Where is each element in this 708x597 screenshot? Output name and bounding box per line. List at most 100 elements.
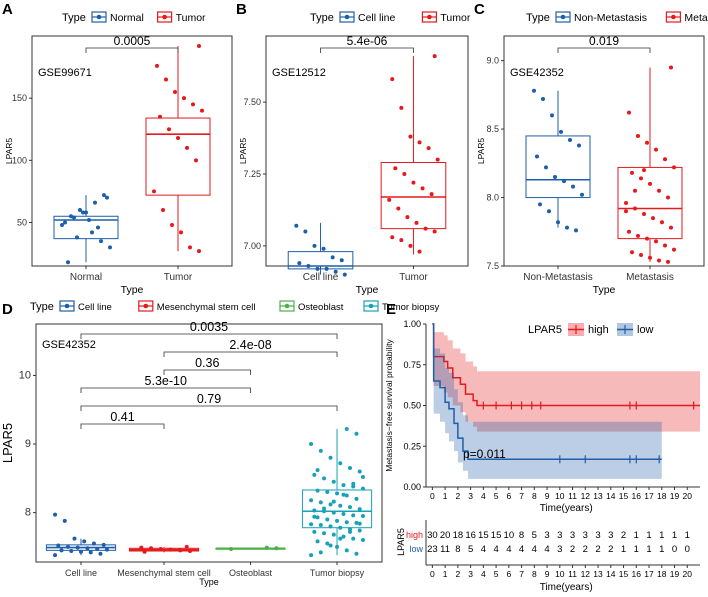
- data-point: [105, 195, 109, 200]
- data-point: [331, 510, 336, 515]
- data-point: [672, 247, 676, 252]
- data-point: [309, 498, 314, 503]
- legend-key-dot: [427, 14, 432, 20]
- box-cell-line: [287, 222, 354, 277]
- legend-label: high: [588, 324, 609, 336]
- legend-key-dot: [344, 14, 350, 20]
- data-point: [309, 442, 314, 447]
- data-point: [179, 230, 183, 235]
- panel-label-e: E: [386, 301, 396, 318]
- data-point: [322, 476, 327, 481]
- data-point: [414, 220, 419, 225]
- y-tick-label: 8.0: [486, 193, 499, 203]
- data-point: [104, 547, 109, 552]
- survival-curve: [432, 323, 700, 407]
- risk-count-low: 2: [570, 544, 575, 555]
- risk-count-low: 3: [557, 544, 562, 555]
- y-axis-label: LPAR5: [0, 423, 15, 463]
- data-point: [426, 146, 431, 151]
- data-point: [405, 215, 410, 220]
- box-non-metastasis: [525, 88, 591, 233]
- risk-x-tick-label: 1: [443, 569, 448, 579]
- y-tick-label: 10: [19, 369, 31, 381]
- risk-count-low: 11: [440, 544, 450, 555]
- data-point: [66, 544, 71, 549]
- data-point: [387, 197, 392, 202]
- x-tick-label: 16: [632, 491, 642, 501]
- x-tick-label: 10: [555, 491, 565, 501]
- data-point: [342, 272, 347, 277]
- x-axis-label: Type: [356, 284, 379, 296]
- data-point: [56, 543, 61, 548]
- data-point: [60, 222, 64, 227]
- data-point: [297, 261, 302, 266]
- x-tick-label: Tumor: [399, 272, 428, 283]
- p-value-label: 0.019: [589, 34, 619, 48]
- data-point: [149, 546, 154, 551]
- risk-x-tick-label: 8: [532, 569, 537, 579]
- data-point: [624, 209, 628, 214]
- x-tick-label: 20: [683, 491, 693, 501]
- risk-count-high: 3: [608, 530, 613, 541]
- legend-title: Type: [62, 12, 86, 24]
- significance-bracket: [80, 405, 338, 411]
- risk-count-low: 8: [455, 544, 460, 555]
- data-point: [351, 513, 356, 518]
- data-point: [435, 157, 440, 162]
- box-cell-line: [45, 512, 117, 558]
- data-point: [663, 243, 667, 248]
- risk-table-title: LPAR5: [396, 528, 406, 556]
- risk-count-low: 23: [427, 544, 438, 555]
- x-tick-label: 12: [581, 491, 591, 501]
- legend-label: Mesenchymal stem cell: [157, 302, 256, 313]
- box-tumor: [145, 43, 211, 254]
- data-point: [347, 527, 352, 532]
- data-point: [360, 538, 365, 543]
- legend-label: Tumor: [440, 12, 470, 24]
- y-axis-label: LPAR5: [476, 138, 486, 165]
- p-value-label: 5.3e-10: [145, 374, 187, 388]
- data-point: [331, 479, 336, 484]
- data-point: [341, 511, 346, 516]
- data-point: [81, 210, 85, 215]
- box-osteoblast: [215, 545, 286, 551]
- p-value-label: 0.79: [197, 392, 221, 406]
- data-point: [360, 486, 365, 491]
- x-tick-label: 1: [443, 491, 448, 501]
- risk-x-tick-label: 9: [545, 569, 550, 579]
- legend: Type Cell line Tumor: [310, 11, 471, 24]
- data-point: [553, 175, 557, 180]
- x-tick-label: 14: [606, 491, 616, 501]
- risk-count-high: 20: [440, 530, 451, 541]
- data-point: [168, 547, 173, 552]
- data-point: [158, 546, 163, 551]
- plot-frame: [35, 323, 383, 563]
- legend-item: Cell line: [339, 11, 396, 24]
- data-point: [657, 188, 661, 193]
- data-point: [53, 553, 58, 558]
- y-tick-label: 7.5: [486, 261, 499, 271]
- x-tick-label: 13: [593, 491, 603, 501]
- risk-x-tick-label: 11: [568, 569, 577, 579]
- data-point: [420, 186, 425, 191]
- data-point: [423, 226, 428, 231]
- data-point: [85, 546, 90, 551]
- box-body: [53, 215, 119, 240]
- y-tick-label: 7.50: [243, 97, 261, 107]
- y-tick-label: 0.00: [403, 482, 421, 492]
- data-point: [167, 127, 171, 132]
- x-tick-label: 6: [506, 491, 511, 501]
- panel-a: Type Normal Tumor GSE99671 50 100 150 LPAR5 Norm…: [4, 11, 233, 296]
- data-point: [645, 140, 649, 145]
- x-tick-label: 4: [481, 491, 486, 501]
- data-point: [294, 223, 299, 228]
- data-point: [333, 269, 338, 274]
- data-point: [636, 233, 640, 238]
- y-axis-label: Metastasis−free survival probability: [384, 338, 394, 471]
- legend: Type Non-Metastasis Metastasis: [526, 11, 708, 24]
- risk-x-tick-label: 20: [683, 569, 693, 579]
- risk-count-high: 3: [544, 530, 549, 541]
- data-point: [53, 512, 58, 517]
- x-tick-label: 0: [430, 491, 435, 501]
